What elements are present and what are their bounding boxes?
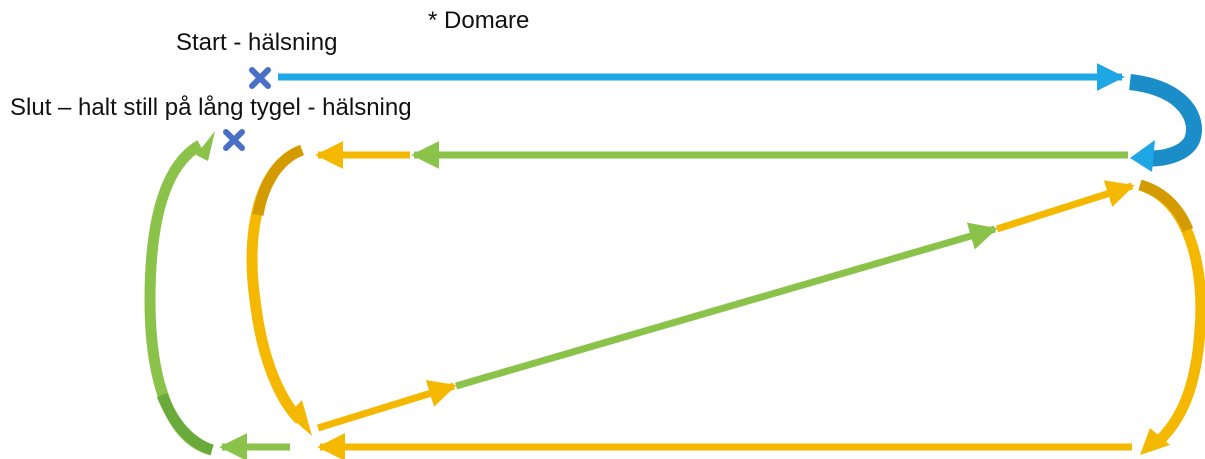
- yellow-right-curve-shade: [1138, 179, 1194, 233]
- green-diagonal-arrow: [455, 222, 998, 390]
- yellow-left-curve-arrowhead: [288, 400, 312, 436]
- end-label: Slut – halt still på lång tygel - hälsni…: [10, 94, 412, 121]
- judge-label: * Domare: [428, 7, 530, 34]
- green-left-curve-arrowhead: [196, 131, 215, 161]
- yellow-right-curve-arrow: [1138, 179, 1205, 444]
- blue-turn-arrow: [1128, 74, 1202, 167]
- start-label: Start - hälsning: [176, 29, 338, 56]
- green-left-curve-shade: [156, 392, 215, 456]
- blue-turn-arrowhead: [1130, 140, 1155, 172]
- green-left-curve-arrow: [144, 140, 214, 456]
- yellow-diagonal-start-arrow: [316, 380, 457, 432]
- yellow-left-curve-shade: [252, 144, 305, 216]
- end-marker-icon: [223, 129, 245, 151]
- yellow-right-curve-arrowhead: [1140, 428, 1170, 455]
- start-marker-icon: [249, 67, 271, 89]
- yellow-diagonal-end-arrow: [995, 180, 1135, 233]
